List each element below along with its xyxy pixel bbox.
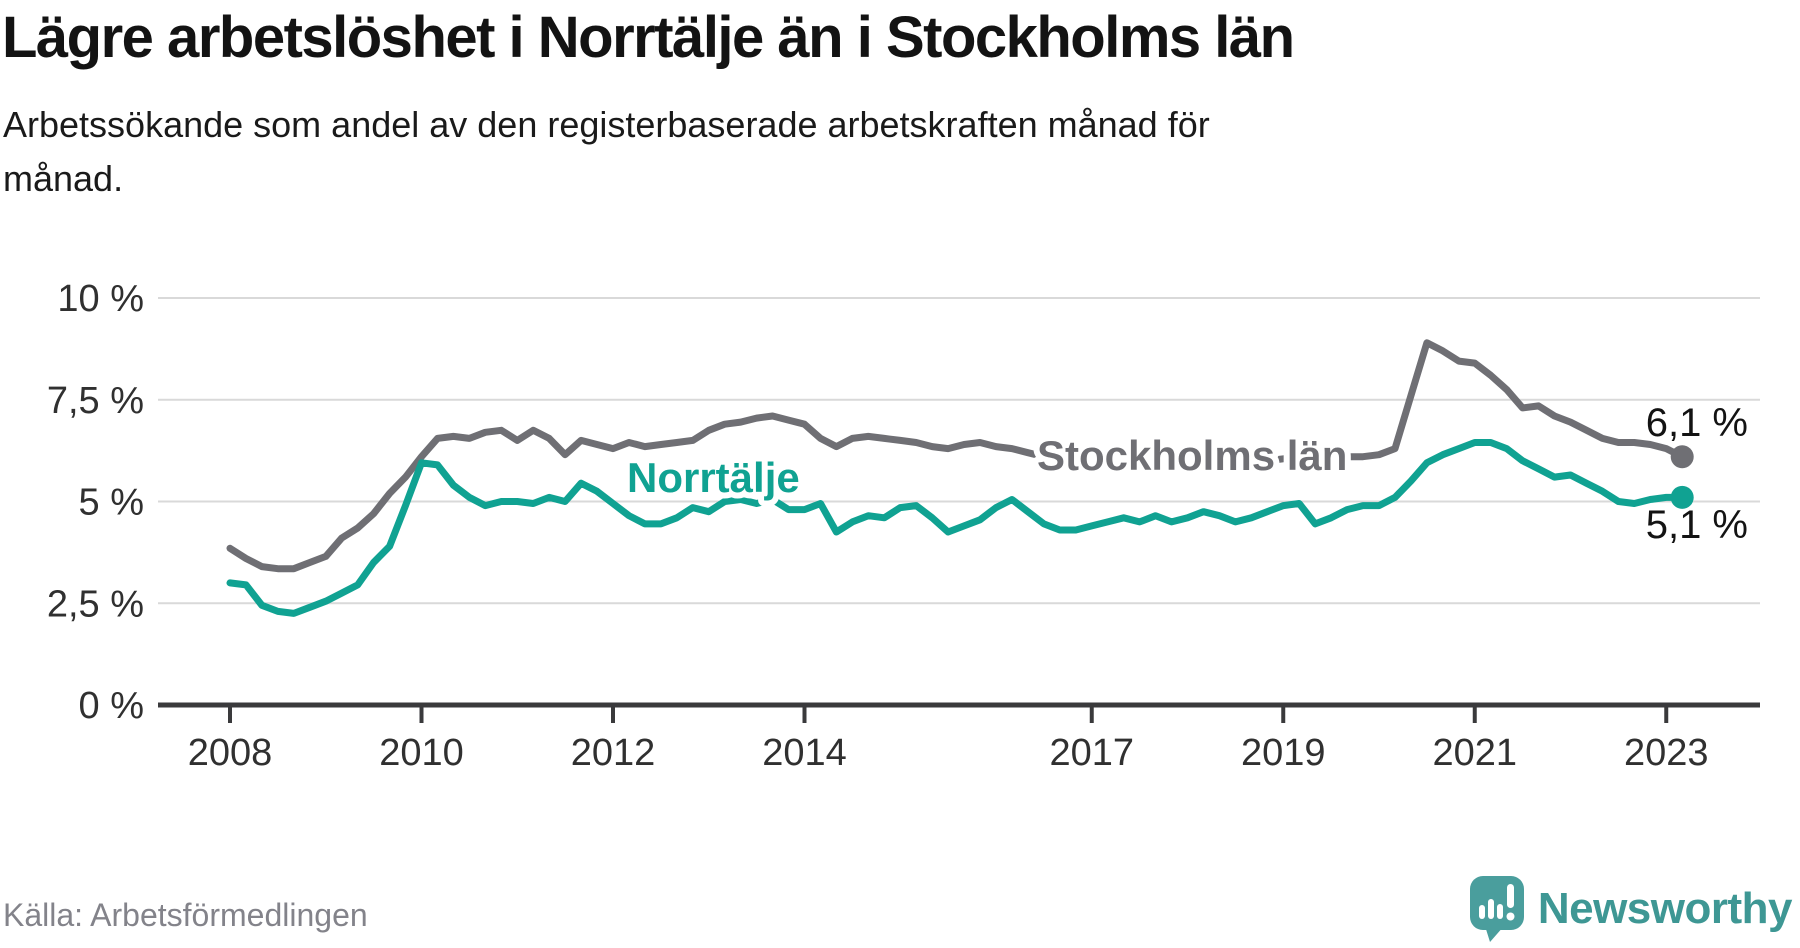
y-axis-label: 7,5 % — [47, 380, 144, 422]
series-label-norrtalje: Norrtälje — [627, 454, 800, 501]
end-label-norrtalje: 5,1 % — [1646, 503, 1748, 547]
end-dot-stockholm — [1670, 445, 1694, 469]
chart-title: Lägre arbetslöshet i Norrtälje än i Stoc… — [2, 5, 1295, 70]
end-dot-norrtalje — [1670, 485, 1694, 509]
x-axis-label: 2014 — [762, 732, 847, 774]
series-label-stockholm: Stockholms län — [1037, 432, 1347, 479]
source-note: Källa: Arbetsförmedlingen — [3, 897, 368, 933]
x-axis-label: 2019 — [1241, 732, 1326, 774]
end-label-stockholm: 6,1 % — [1646, 401, 1748, 445]
x-axis-label: 2021 — [1432, 732, 1517, 774]
newsworthy-logo-icon — [1469, 876, 1524, 942]
x-axis-label: 2010 — [379, 732, 464, 774]
y-axis-label: 5 % — [79, 482, 144, 524]
y-axis-label: 2,5 % — [47, 583, 144, 625]
series-line-norrtalje — [226, 439, 1686, 617]
brand-name: Newsworthy — [1537, 884, 1793, 933]
x-axis-label: 2012 — [571, 732, 656, 774]
x-axis-label: 2017 — [1049, 732, 1134, 774]
series-line-stockholm — [226, 339, 1686, 573]
chart-subtitle: Arbetssökande som andel av den registerb… — [3, 104, 1210, 199]
x-axis-label: 2023 — [1624, 732, 1709, 774]
newsworthy-brand: Newsworthy — [1469, 876, 1793, 942]
y-axis-label: 10 % — [57, 278, 144, 320]
x-axis-label: 2008 — [188, 732, 273, 774]
y-axis-label: 0 % — [79, 685, 144, 727]
